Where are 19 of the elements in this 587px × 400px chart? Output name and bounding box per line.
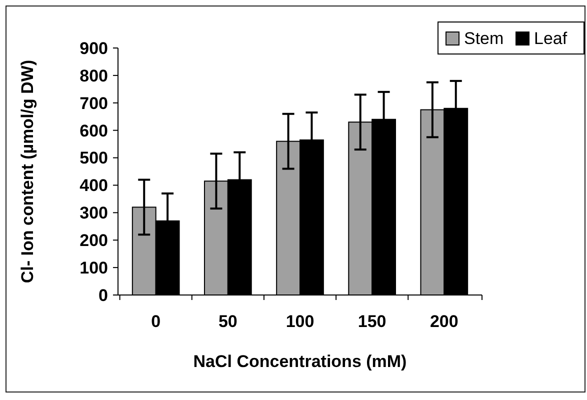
legend-label: Stem xyxy=(464,29,504,48)
x-tick-label: 0 xyxy=(151,312,161,331)
x-tick-label: 200 xyxy=(430,312,458,331)
y-tick-label: 100 xyxy=(80,258,108,278)
y-tick-label: 400 xyxy=(80,176,108,196)
y-tick-label: 500 xyxy=(80,148,108,168)
y-tick-label: 600 xyxy=(80,121,108,140)
x-axis-title: NaCl Concentrations (mM) xyxy=(193,352,407,371)
y-tick-label: 200 xyxy=(80,231,108,250)
y-tick-label: 700 xyxy=(80,94,108,113)
y-tick-label: 800 xyxy=(80,66,108,86)
legend-label: Leaf xyxy=(534,29,568,48)
y-tick-label: 300 xyxy=(80,204,108,223)
y-axis-title: Cl- Ion content (µmol/g DW) xyxy=(18,60,37,284)
x-tick-label: 150 xyxy=(358,312,386,331)
x-tick-label: 100 xyxy=(286,312,314,331)
y-tick-label: 900 xyxy=(80,38,108,58)
y-tick-label: 0 xyxy=(98,286,108,305)
x-tick-label: 50 xyxy=(218,312,238,331)
